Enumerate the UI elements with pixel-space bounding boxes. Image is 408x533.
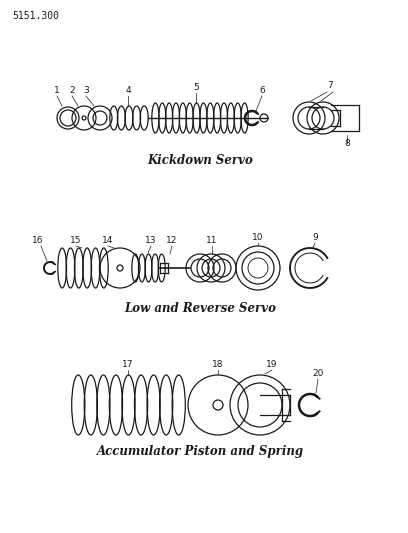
Text: 7: 7 bbox=[327, 81, 333, 90]
Text: 16: 16 bbox=[32, 236, 44, 245]
Text: 9: 9 bbox=[312, 233, 318, 242]
Text: 4: 4 bbox=[125, 86, 131, 95]
Text: 17: 17 bbox=[122, 360, 134, 369]
Text: 5: 5 bbox=[193, 83, 199, 92]
Text: 18: 18 bbox=[212, 360, 224, 369]
Text: 6: 6 bbox=[259, 86, 265, 95]
Text: 8: 8 bbox=[344, 139, 350, 148]
Text: 1: 1 bbox=[54, 86, 60, 95]
Text: 20: 20 bbox=[312, 369, 324, 378]
Text: Accumulator Piston and Spring: Accumulator Piston and Spring bbox=[96, 446, 304, 458]
Text: 15: 15 bbox=[70, 236, 82, 245]
Text: 12: 12 bbox=[166, 236, 178, 245]
Text: 19: 19 bbox=[266, 360, 278, 369]
Text: Low and Reverse Servo: Low and Reverse Servo bbox=[124, 302, 276, 314]
Text: Kickdown Servo: Kickdown Servo bbox=[147, 154, 253, 166]
Text: 13: 13 bbox=[145, 236, 157, 245]
Text: 2: 2 bbox=[69, 86, 75, 95]
Text: 14: 14 bbox=[102, 236, 114, 245]
Text: 3: 3 bbox=[83, 86, 89, 95]
Text: 5151.300: 5151.300 bbox=[12, 11, 59, 21]
Text: 10: 10 bbox=[252, 233, 264, 242]
Text: 11: 11 bbox=[206, 236, 218, 245]
